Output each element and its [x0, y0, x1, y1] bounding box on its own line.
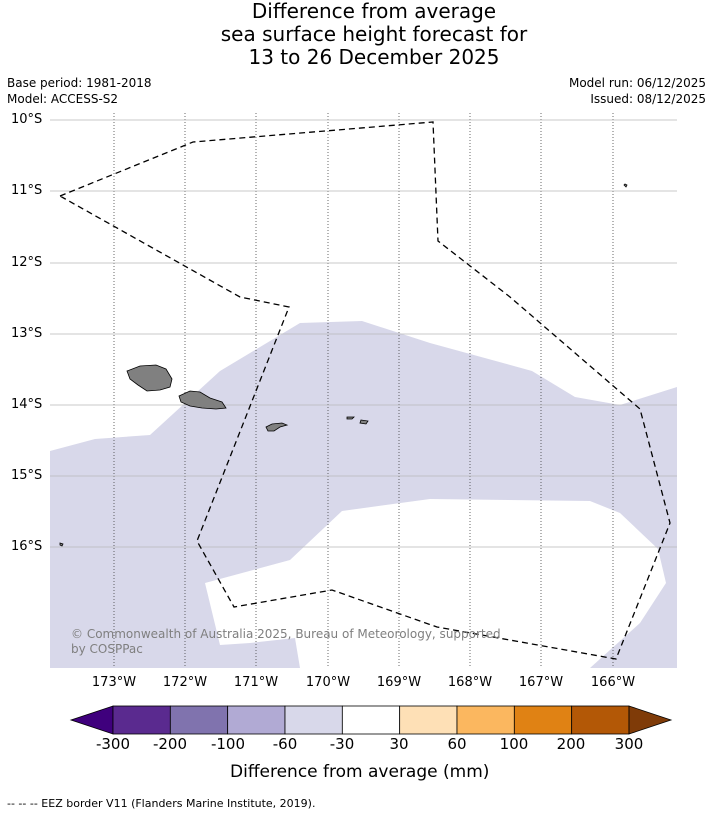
tutuila-island	[265, 422, 289, 432]
model-run: Model run: 06/12/2025	[568, 76, 706, 90]
lat-label-16s: 16°S	[11, 539, 43, 554]
lat-label-14s: 14°S	[11, 397, 43, 412]
cbar-tick-neg200: -200	[152, 735, 188, 753]
copyright-line-2: by COSPPac	[71, 642, 143, 656]
longitude-gridlines	[113, 113, 614, 668]
lat-label-11s: 11°S	[11, 183, 43, 198]
lon-label-173w: 173°W	[91, 675, 137, 690]
colorbar-segment	[399, 705, 458, 735]
colorbar-extend-high	[628, 705, 673, 735]
title-line-1: Difference from average	[251, 0, 497, 23]
title-line-2: sea surface height forecast for	[220, 22, 528, 46]
lon-label-167w: 167°W	[518, 675, 564, 690]
latitude-gridlines	[50, 119, 677, 548]
neutral-area	[205, 499, 666, 668]
lon-label-169w: 169°W	[376, 675, 422, 690]
cbar-tick-100: 100	[499, 735, 529, 753]
copyright-notice: © Commonwealth of Australia 2025, Bureau…	[71, 627, 501, 657]
issued-date: Issued: 08/12/2025	[590, 92, 706, 106]
cbar-tick-neg300: -300	[95, 735, 131, 753]
upolu-island	[178, 390, 227, 410]
cbar-tick-200: 200	[556, 735, 586, 753]
map-canvas	[50, 113, 677, 668]
lat-label-12s: 12°S	[11, 255, 43, 270]
cbar-tick-neg30: -30	[329, 735, 355, 753]
colorbar-extend-low	[69, 705, 114, 735]
rose-atoll	[59, 542, 64, 547]
colorbar-segment	[571, 705, 630, 735]
tau-island	[359, 419, 369, 425]
colorbar-segment	[341, 705, 401, 735]
swains-island	[623, 183, 628, 188]
cbar-tick-60: 60	[447, 735, 467, 753]
colorbar-segment	[227, 705, 286, 735]
lon-label-168w: 168°W	[447, 675, 493, 690]
lon-label-166w: 166°W	[590, 675, 636, 690]
lon-label-170w: 170°W	[305, 675, 351, 690]
cbar-tick-neg100: -100	[210, 735, 246, 753]
land-islands	[59, 183, 628, 547]
eez-footnote: -- -- -- EEZ border V11 (Flanders Marine…	[7, 797, 316, 810]
base-period: Base period: 1981-2018	[7, 76, 152, 90]
cbar-tick-30: 30	[389, 735, 409, 753]
meta-right: Model run: 06/12/2025 Issued: 08/12/2025	[569, 75, 706, 107]
lat-label-15s: 15°S	[11, 468, 43, 483]
ofu-island	[346, 416, 355, 420]
model-name: Model: ACCESS-S2	[7, 92, 119, 106]
colorbar-segment	[169, 705, 229, 735]
lat-label-13s: 13°S	[11, 326, 43, 341]
lat-label-10s: 10°S	[11, 112, 43, 127]
title-line-3: 13 to 26 December 2025	[248, 45, 500, 69]
colorbar-segment	[513, 705, 573, 735]
colorbar-segment	[456, 705, 515, 735]
lon-label-171w: 171°W	[233, 675, 279, 690]
colorbar-segment	[284, 705, 343, 735]
cbar-tick-neg60: -60	[272, 735, 298, 753]
cbar-tick-300: 300	[614, 735, 644, 753]
colorbar-title: Difference from average (mm)	[230, 762, 490, 782]
lon-label-172w: 172°W	[162, 675, 208, 690]
colorbar-segments	[69, 705, 673, 735]
colorbar	[69, 705, 673, 735]
meta-left: Base period: 1981-2018 Model: ACCESS-S2	[7, 75, 152, 107]
map-title: Difference from average sea surface heig…	[0, 0, 713, 69]
eez-border	[58, 121, 671, 660]
map-panel	[50, 113, 677, 668]
copyright-line-1: © Commonwealth of Australia 2025, Bureau…	[71, 627, 501, 641]
colorbar-segment	[112, 705, 171, 735]
savaii-island	[126, 364, 173, 392]
